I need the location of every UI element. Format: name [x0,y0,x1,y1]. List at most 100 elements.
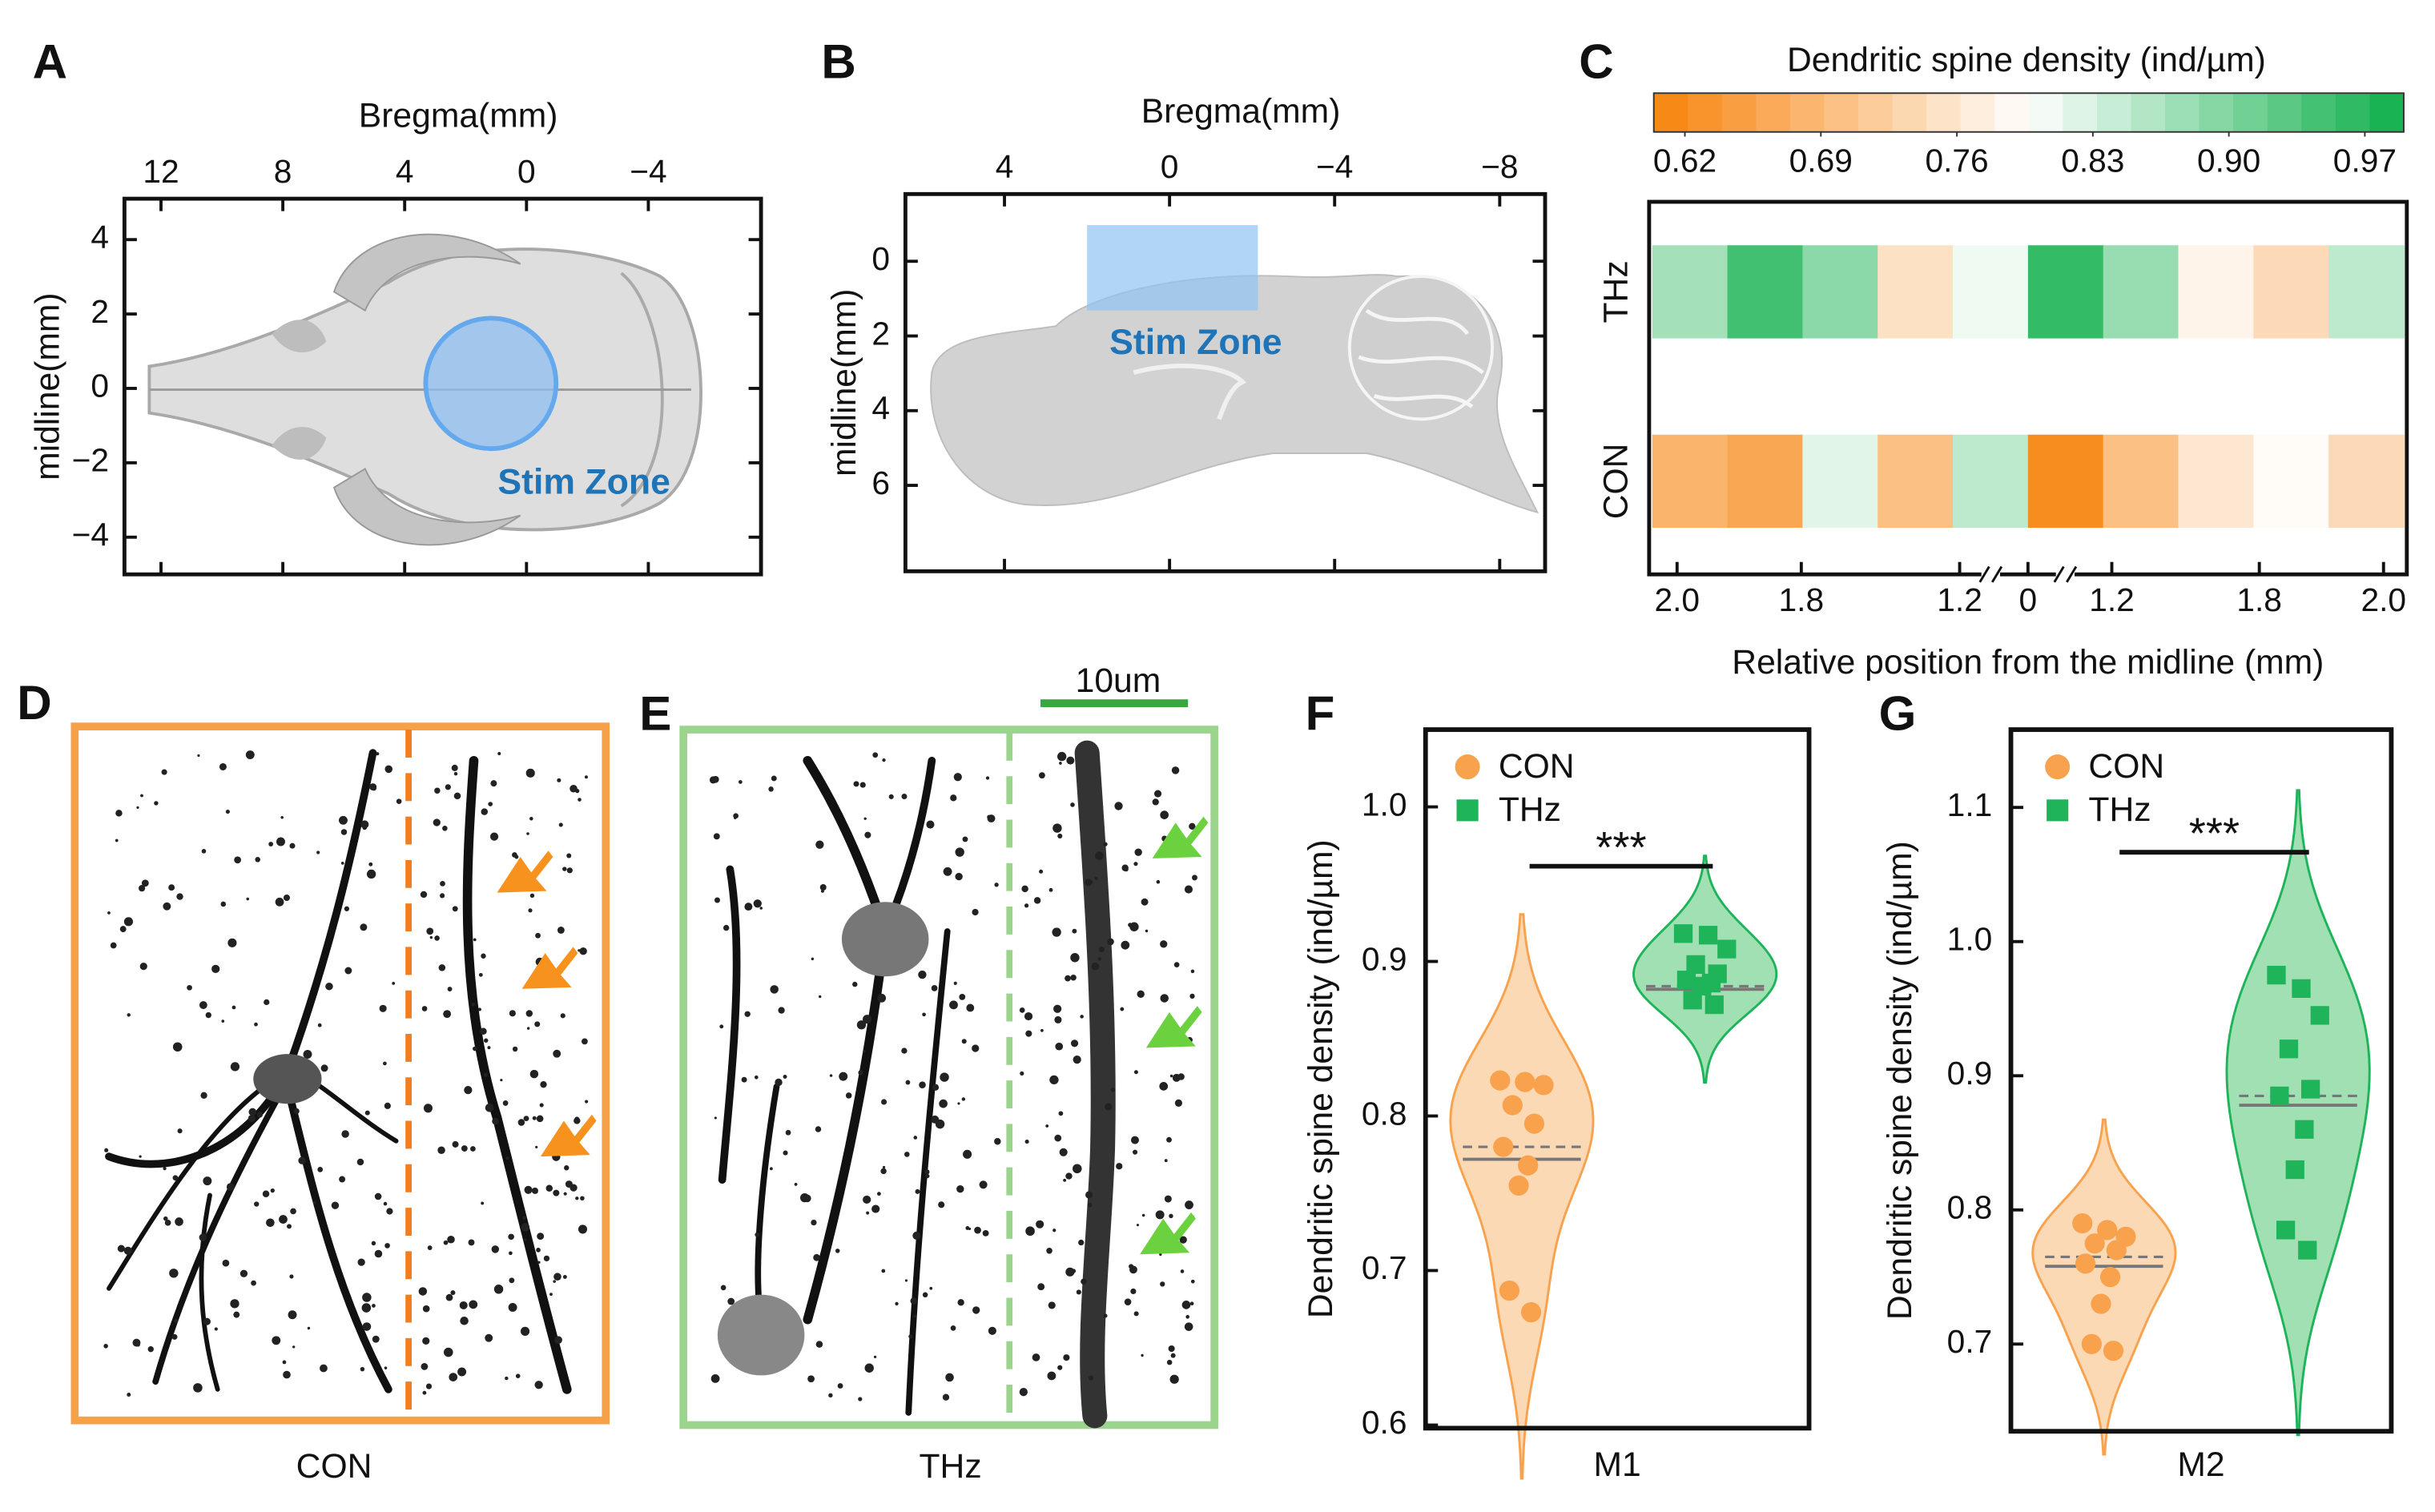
speckle [800,1193,810,1203]
speckle [360,923,368,931]
colorbar-step [1892,93,1928,132]
speckle [534,1021,541,1027]
speckle [316,850,320,855]
speckle [1133,1070,1138,1075]
speckle [719,1024,724,1029]
speckle [882,1165,886,1169]
speckle [1129,1265,1137,1274]
y-axis-label: midline(mm) [825,289,863,477]
speckle [1152,798,1159,806]
speckle [457,1367,467,1377]
speckle [1076,1289,1081,1295]
speckle [876,1192,881,1196]
legend-marker [1456,799,1479,822]
speckle [289,842,296,849]
speckle [1110,1088,1116,1092]
speckle [1091,962,1100,971]
speckle [783,1075,787,1079]
micrograph-e [679,699,1218,1430]
speckle [283,1370,291,1379]
speckle [154,801,159,806]
speckle [987,814,996,822]
y-tick-label: 1.1 [1947,786,1993,823]
speckle [290,1208,296,1215]
speckle [858,1397,863,1401]
speckle [449,1373,458,1381]
speckle [1055,1042,1064,1051]
speckle [383,1061,387,1066]
speckle [469,1300,478,1309]
speckle [972,1044,980,1052]
speckle [540,1080,547,1088]
speckle [1073,1164,1082,1174]
data-point [2298,1241,2317,1260]
speckle [1166,1136,1172,1143]
speckle [1170,1353,1176,1358]
speckle [369,783,377,791]
speckle [219,762,227,770]
heatmap-cell [2253,434,2330,529]
scale-bar-label: 10um [1076,662,1161,700]
speckle [132,1338,141,1347]
speckle [1164,1159,1168,1163]
speckle [755,1232,760,1237]
speckle [508,1303,517,1312]
speckle [529,816,533,821]
speckle [447,1235,455,1244]
speckle [1059,762,1062,765]
speckle [904,1152,910,1157]
speckle [904,1279,908,1282]
speckle [961,1097,966,1101]
data-point [1698,926,1718,945]
speckle [744,1011,751,1017]
speckle [863,817,867,820]
speckle [1052,823,1062,833]
speckle [574,1117,581,1124]
speckle [1156,879,1161,884]
speckle [713,833,720,840]
speckle [468,1239,475,1246]
speckle [811,1219,817,1226]
speckle [473,1046,477,1052]
data-point [2103,1341,2124,1361]
speckle [1087,1202,1093,1208]
speckle [396,798,402,804]
data-point [1490,1070,1511,1091]
speckle [1169,1374,1179,1384]
data-point [2276,1220,2296,1240]
speckle [283,894,291,902]
speckle [127,1013,131,1017]
speckle [828,1393,833,1398]
speckle [1024,903,1029,908]
speckle [929,1286,933,1290]
speckle [1032,1353,1040,1361]
speckle [949,1000,958,1010]
speckle [863,1195,871,1204]
speckle [1136,1224,1140,1227]
speckle [863,1049,866,1053]
speckle [200,1092,207,1099]
speckle [522,1216,526,1220]
speckle [1070,802,1075,807]
colorbar-step [2301,93,2336,132]
speckle [535,1145,538,1148]
heatmap-cell [2178,434,2255,529]
speckle [994,883,999,887]
speckle [139,963,147,971]
speckle [517,1119,525,1126]
speckle [425,1383,433,1389]
heatmap-cell [2103,434,2179,529]
speckle [426,927,434,935]
speckle [491,1245,500,1253]
speckle [1116,1163,1123,1170]
speckle [492,1117,499,1125]
speckle [775,1078,783,1087]
data-point [2301,1080,2320,1099]
speckle [161,769,167,775]
speckle [1072,928,1077,934]
speckle [856,1020,867,1030]
legend-label: CON [1499,747,1575,786]
violin [2225,789,2371,1437]
legend-label: CON [2088,747,2164,786]
